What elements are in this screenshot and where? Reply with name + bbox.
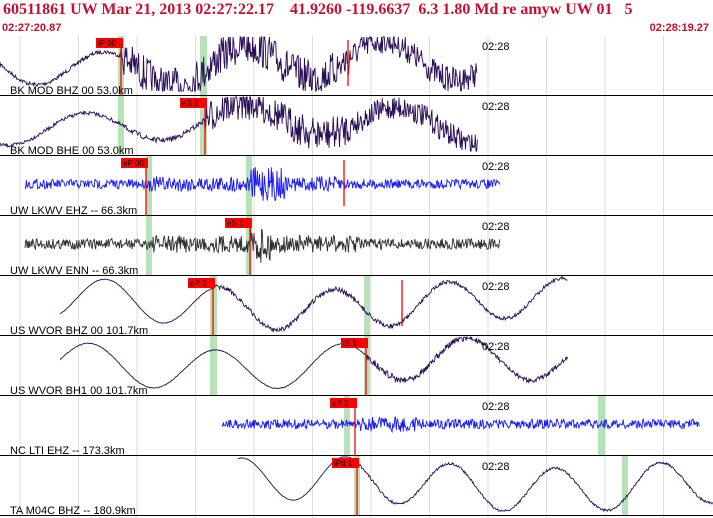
pick-marker[interactable] — [332, 458, 359, 468]
window-start-time: 02:27:20.87 — [2, 22, 62, 34]
window-band — [200, 96, 207, 156]
pick-marker[interactable] — [330, 398, 357, 408]
pick-marker[interactable] — [188, 278, 215, 288]
time-grid — [19, 36, 664, 518]
event-summary: 60511861 UW Mar 21, 2013 02:27:22.17 41.… — [3, 1, 633, 18]
waveform-trace — [221, 416, 700, 434]
window-band — [246, 216, 252, 276]
waveform-trace — [0, 36, 478, 92]
pick-label: eS 1 — [227, 219, 244, 228]
waveform-panel[interactable]: iP 00 02:28 BK MOD BHZ 00 53.0km eS 2 02:28 B… — [0, 36, 713, 518]
pick-label: eP 2 — [332, 399, 349, 408]
waveform-trace — [59, 275, 568, 333]
waveform-trace — [24, 228, 501, 263]
channel-track[interactable]: eS 1 02:28 UW LKWV ENN -- 66.3km — [0, 218, 713, 277]
pick-marker[interactable] — [180, 98, 207, 108]
minute-tick-label: 02:28 — [482, 101, 510, 113]
channel-label: BK MOD BHZ 00 53.0km — [10, 85, 133, 97]
pick-marker[interactable] — [121, 158, 148, 168]
pick-label: eS 2 — [182, 99, 199, 108]
window-band — [364, 276, 370, 336]
channel-track[interactable]: iS 1 02:28 US WVOR BH1 00 101.7km — [0, 338, 713, 397]
channel-label: US WVOR BH1 00 101.7km — [10, 385, 148, 397]
pick-marker[interactable] — [341, 338, 368, 348]
pick-marker[interactable] — [96, 38, 123, 48]
window-band — [364, 336, 370, 396]
pick-label: eP 00 — [123, 159, 144, 168]
channel-track[interactable]: eP 2 02:28 NC LTI EHZ -- 173.3km — [0, 398, 713, 457]
minute-tick-label: 02:28 — [482, 401, 510, 413]
channel-label: TA M04C BHZ -- 180.9km — [10, 505, 136, 517]
waveform-trace — [237, 456, 713, 512]
minute-tick-label: 02:28 — [482, 281, 510, 293]
pick-label: eP 2 — [190, 279, 207, 288]
window-end-time: 02:28:19.27 — [649, 22, 709, 34]
minute-tick-label: 02:28 — [482, 341, 510, 353]
waveform-trace — [59, 335, 568, 389]
channel-label: UW LKWV ENN -- 66.3km — [10, 265, 138, 277]
channel-tracks: iP 00 02:28 BK MOD BHZ 00 53.0km eS 2 02:28 B… — [0, 38, 713, 517]
channel-track[interactable]: eS 2 02:28 BK MOD BHE 00 53.0km — [0, 98, 713, 157]
seismic-traces — [0, 36, 713, 512]
channel-label: UW LKWV EHZ -- 66.3km — [10, 205, 137, 217]
channel-label: US WVOR BHZ 00 101.7km — [10, 325, 148, 337]
window-band — [622, 456, 628, 516]
minute-tick-label: 02:28 — [482, 161, 510, 173]
minute-tick-label: 02:28 — [482, 461, 510, 473]
channel-label: NC LTI EHZ -- 173.3km — [10, 445, 125, 457]
pick-label: iP 00 — [98, 39, 117, 48]
minute-tick-label: 02:28 — [482, 221, 510, 233]
channel-track[interactable]: iP 00 02:28 BK MOD BHZ 00 53.0km — [0, 38, 713, 97]
channel-track[interactable]: eP 2 02:28 US WVOR BHZ 00 101.7km — [0, 278, 713, 337]
event-header: 60511861 UW Mar 21, 2013 02:27:22.17 41.… — [0, 0, 713, 36]
channel-label: BK MOD BHE 00 53.0km — [10, 145, 134, 157]
waveform-trace — [0, 96, 478, 152]
pick-marker[interactable] — [225, 218, 252, 228]
pick-label: iPd 1 — [334, 459, 353, 468]
channel-track[interactable]: iPd 1 02:28 TA M04C BHZ -- 180.9km — [0, 458, 713, 517]
channel-track[interactable]: eP 00 02:28 UW LKWV EHZ -- 66.3km — [0, 158, 713, 217]
waveform-trace — [24, 167, 501, 201]
window-band — [210, 336, 217, 396]
window-band — [598, 396, 605, 456]
minute-tick-label: 02:28 — [482, 41, 510, 53]
window-band — [118, 96, 124, 156]
pick-label: iS 1 — [343, 339, 357, 348]
